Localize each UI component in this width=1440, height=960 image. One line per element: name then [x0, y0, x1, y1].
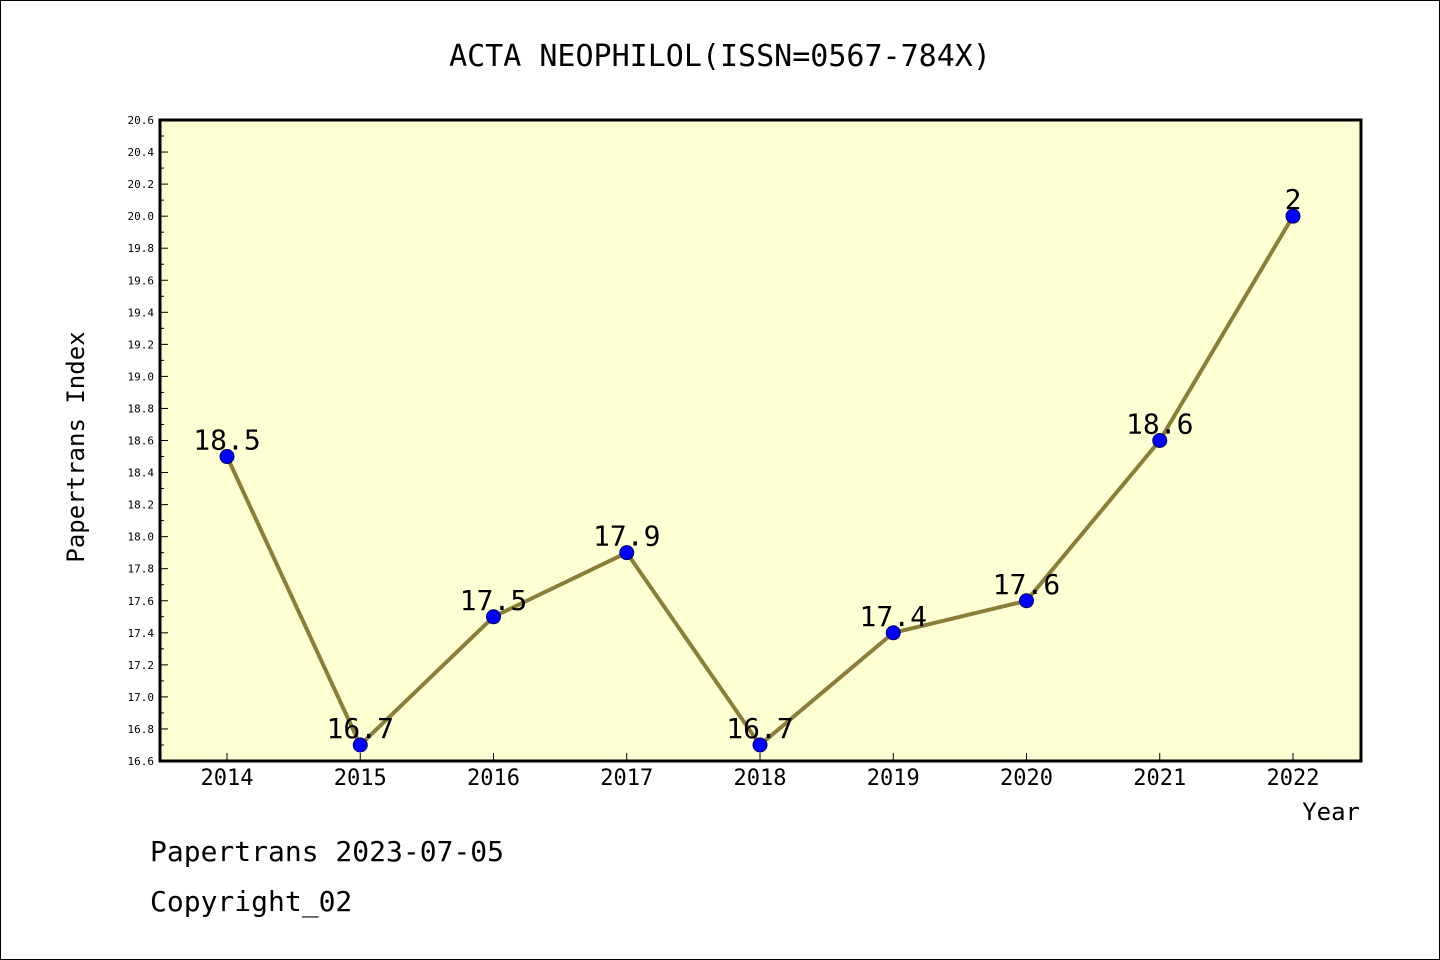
- data-points: [219, 208, 1301, 753]
- x-tick-label: 2016: [467, 766, 520, 791]
- x-axis: 2014 2015 2016 2017 2018 2019 2020 2021 2022: [201, 753, 1320, 791]
- data-label: 18.6: [1126, 408, 1193, 441]
- y-tick-label: 20.0: [128, 210, 155, 223]
- data-point: [1285, 208, 1301, 224]
- data-label: 2: [1285, 183, 1302, 216]
- x-tick-label: 2019: [867, 766, 920, 791]
- y-tick-label: 17.6: [128, 595, 155, 608]
- y-tick-label: 19.6: [128, 274, 155, 287]
- x-tick-label: 2018: [734, 766, 787, 791]
- y-tick-label: 20.2: [128, 178, 155, 191]
- y-axis: 16.6 16.8 17.0 17.2 17.4 17.6 17.8 18.0 18.2 18.4…: [128, 114, 168, 768]
- y-tick-label: 18.0: [128, 531, 155, 544]
- x-tick-label: 2015: [334, 766, 387, 791]
- plot-area: [158, 118, 1363, 763]
- data-label: 17.5: [460, 584, 527, 617]
- y-tick-label: 18.6: [128, 435, 155, 448]
- data-point: [219, 449, 235, 465]
- data-point: [486, 609, 501, 625]
- y-tick-label: 19.2: [128, 338, 155, 351]
- footer-copyright: Copyright_02: [150, 885, 353, 918]
- data-label: 16.7: [327, 712, 394, 745]
- data-point: [885, 625, 901, 641]
- data-point: [619, 545, 635, 561]
- data-label: 18.5: [193, 424, 260, 457]
- y-tick-label: 17.2: [128, 659, 155, 672]
- x-tick-label: 2021: [1133, 766, 1186, 791]
- y-axis-label: Papertrans Index: [62, 331, 90, 562]
- x-axis-label: Year: [1302, 798, 1360, 826]
- y-tick-label: 17.0: [128, 691, 155, 704]
- y-tick-label: 16.8: [128, 723, 155, 736]
- data-label: 17.4: [860, 600, 927, 633]
- data-point: [1152, 433, 1168, 448]
- y-tick-label: 17.4: [128, 627, 155, 640]
- footer-date: Papertrans 2023-07-05: [150, 835, 505, 868]
- data-label: 17.6: [993, 568, 1060, 601]
- y-tick-label: 17.8: [128, 563, 155, 576]
- y-tick-label: 19.8: [128, 242, 155, 255]
- y-tick-label: 20.6: [128, 114, 155, 127]
- data-labels: 18.5 16.7 17.5 17.9 16.7 17.4 17.6 18.6 2: [193, 183, 1301, 745]
- y-tick-label: 18.8: [128, 402, 155, 415]
- x-tick-label: 2022: [1267, 766, 1320, 791]
- data-point: [352, 737, 368, 753]
- x-tick-label: 2020: [1000, 766, 1053, 791]
- y-tick-label: 18.2: [128, 499, 155, 512]
- y-tick-label: 18.4: [128, 467, 155, 480]
- data-label: 17.9: [593, 520, 660, 553]
- chart-title: ACTA NEOPHILOL(ISSN=0567-784X): [449, 39, 991, 74]
- y-tick-label: 19.4: [128, 306, 155, 319]
- y-tick-label: 20.4: [128, 146, 155, 159]
- data-point: [1019, 593, 1034, 609]
- data-point: [752, 737, 768, 753]
- y-tick-label: 19.0: [128, 370, 155, 383]
- y-tick-label: 16.6: [128, 755, 155, 768]
- data-label: 16.7: [726, 712, 793, 745]
- x-tick-label: 2017: [600, 766, 653, 791]
- x-tick-label: 2014: [201, 766, 254, 791]
